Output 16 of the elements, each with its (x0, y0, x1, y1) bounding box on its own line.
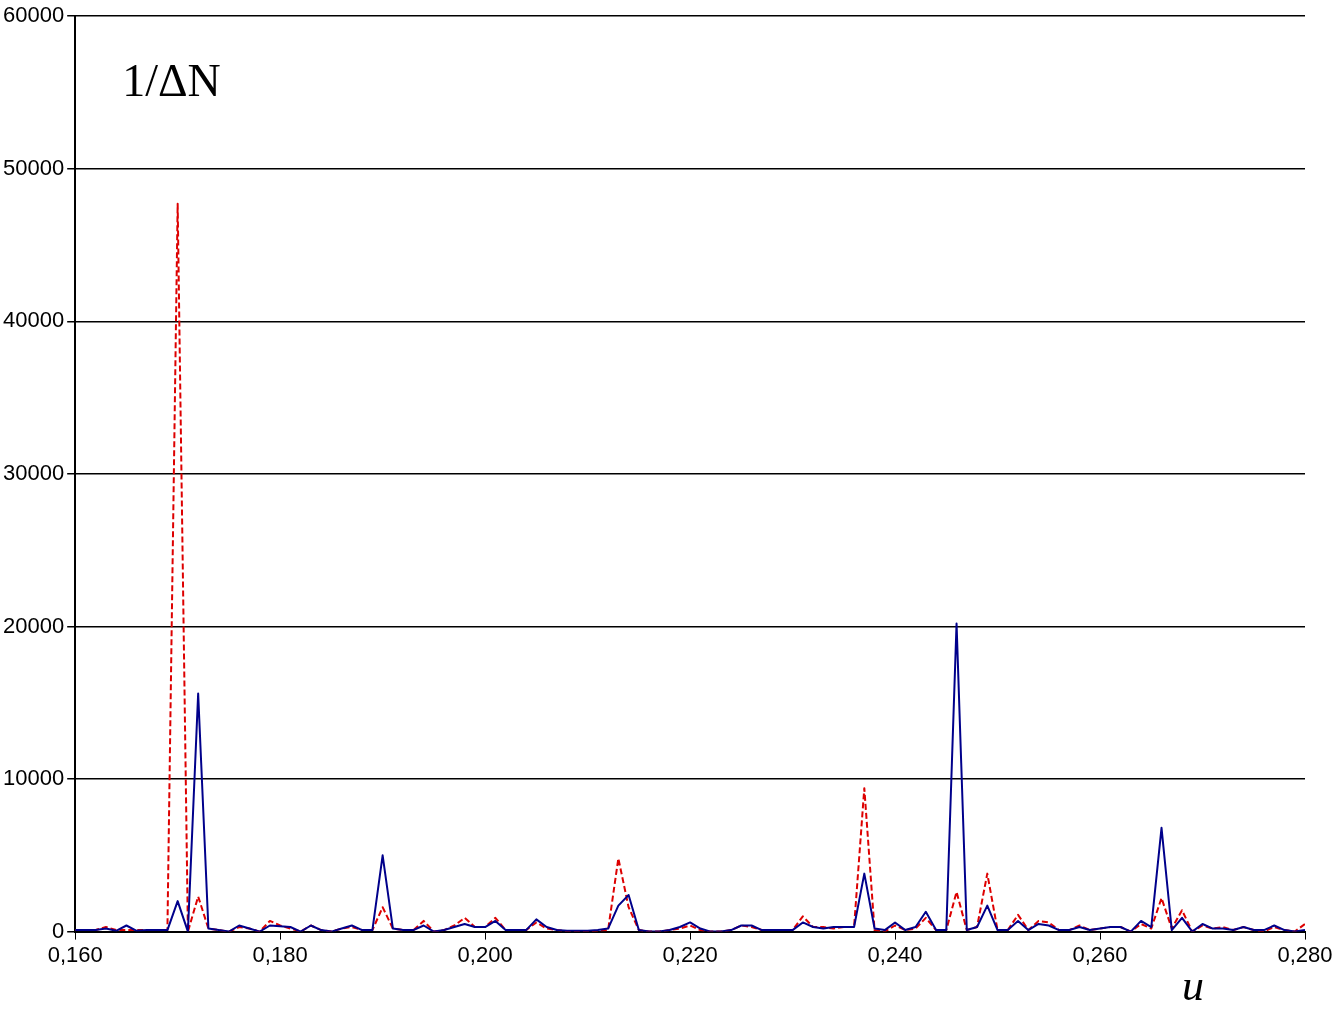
x-axis-title: u (1182, 960, 1204, 1010)
y-tick-label: 20000 (2, 612, 65, 638)
x-tick-label: 0,220 (662, 941, 718, 967)
x-tick-label: 0,160 (47, 941, 103, 967)
x-tick-label: 0,260 (1072, 941, 1128, 967)
x-tick-label: 0,200 (457, 941, 513, 967)
y-tick-label: 30000 (2, 459, 65, 485)
y-tick-label: 0 (51, 917, 65, 943)
y-tick-label: 50000 (2, 154, 65, 180)
y-axis-title: 1/ΔN (122, 55, 221, 107)
y-tick-label: 60000 (2, 2, 65, 28)
x-tick-label: 0,180 (252, 941, 308, 967)
y-tick-label: 40000 (2, 307, 65, 333)
x-tick-label: 0,280 (1277, 941, 1333, 967)
y-tick-label: 10000 (2, 765, 65, 791)
x-tick-label: 0,240 (867, 941, 923, 967)
